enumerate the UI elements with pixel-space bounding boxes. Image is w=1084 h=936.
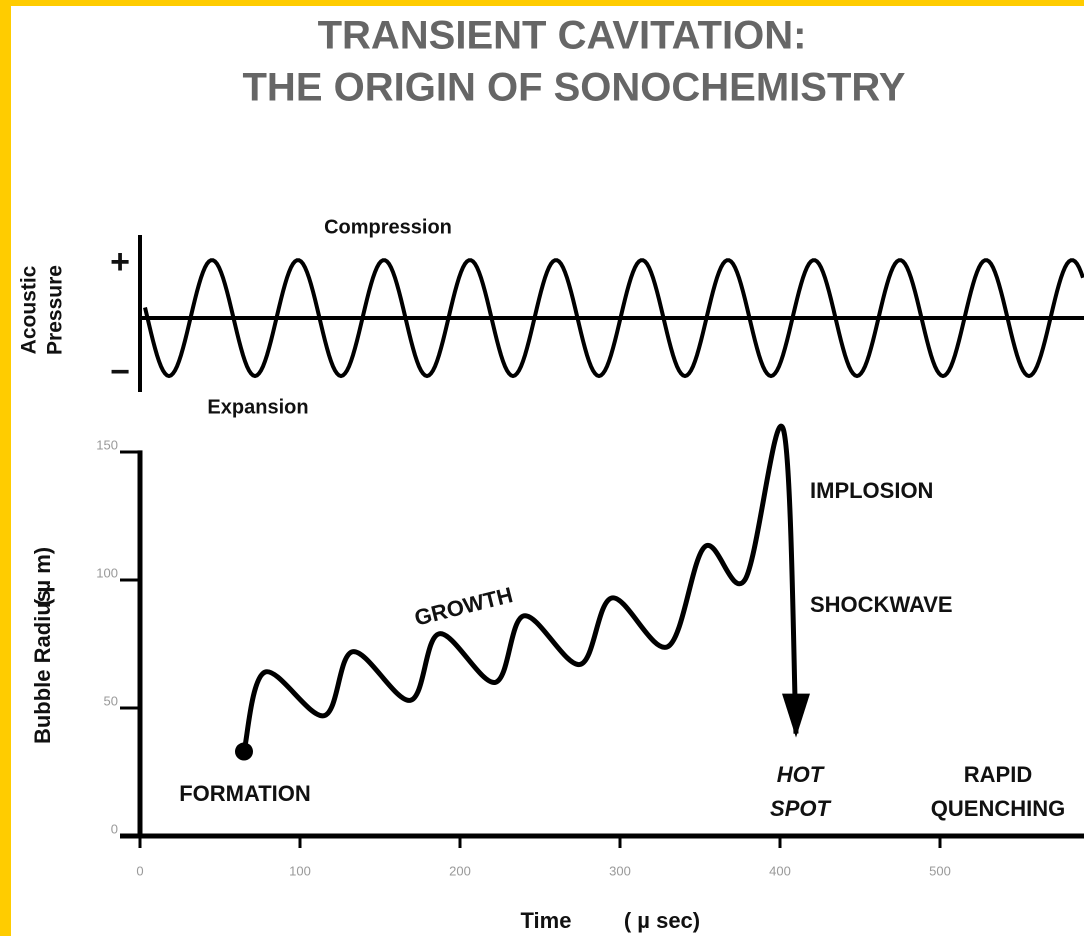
compression-label: Compression — [324, 216, 452, 238]
pressure-wave — [143, 258, 1084, 379]
implosion-label: IMPLOSION — [810, 478, 933, 503]
quenching-label: RAPID — [964, 762, 1032, 787]
quenching-label: QUENCHING — [931, 796, 1065, 821]
y-axis-unit: ( µ m) — [30, 547, 55, 606]
x-tick-label: 100 — [289, 863, 311, 878]
x-axis-unit: ( µ sec) — [624, 908, 700, 933]
x-tick-label: 400 — [769, 863, 791, 878]
frame-top — [0, 0, 1084, 6]
shockwave-label: SHOCKWAVE — [810, 592, 953, 617]
formation-label: FORMATION — [179, 781, 311, 806]
y-tick-label: 0 — [111, 821, 118, 836]
x-tick-label: 0 — [136, 863, 143, 878]
arrow-head — [782, 693, 810, 738]
expansion-label: Expansion — [207, 396, 308, 418]
hot-spot-label: SPOT — [770, 796, 831, 821]
x-tick-label: 300 — [609, 863, 631, 878]
pressure-label: Acoustic — [18, 265, 41, 354]
title: THE ORIGIN OF SONOCHEMISTRY — [243, 66, 906, 110]
y-tick-label: 100 — [96, 565, 118, 580]
bubble-radius-line — [241, 423, 799, 753]
x-tick-label: 200 — [449, 863, 471, 878]
title: TRANSIENT CAVITATION: — [318, 14, 807, 58]
hot-spot-label: HOT — [777, 762, 825, 787]
frame-left — [0, 0, 11, 936]
y-tick-label: 50 — [104, 693, 118, 708]
minus-sign: − — [110, 353, 130, 391]
y-axis-label: Bubble Radius — [30, 590, 55, 744]
formation-dot — [235, 742, 253, 761]
y-tick-label: 150 — [96, 437, 118, 452]
pressure-label: Pressure — [44, 265, 67, 355]
x-axis-label: Time — [521, 908, 572, 933]
x-tick-label: 500 — [929, 863, 951, 878]
plus-sign: + — [110, 243, 130, 281]
